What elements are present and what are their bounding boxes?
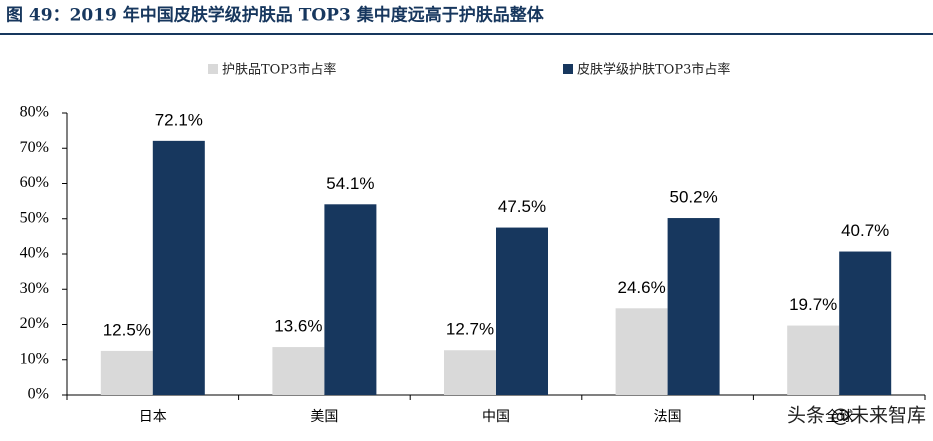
value-label: 40.7% [841,221,889,240]
chart-title: 图 49：2019 年中国皮肤学级护肤品 TOP3 集中度远高于护肤品整体 [6,5,545,26]
value-label: 24.6% [617,278,665,297]
x-tick-label: 全球 [825,408,853,425]
value-label: 72.1% [155,110,203,129]
bar [787,325,840,395]
x-tick-label: 法国 [654,409,682,425]
value-label: 19.7% [789,295,837,314]
bar [444,350,496,395]
legend-label: 护肤品TOP3市占率 [222,62,336,78]
value-label: 13.6% [274,317,322,336]
value-label: 12.7% [446,320,494,339]
legend-swatch [563,64,573,74]
bar [839,251,892,395]
y-tick-label: 60% [20,174,49,191]
legend-swatch [208,64,218,74]
legend-label: 皮肤学级护肤TOP3市占率 [577,62,730,78]
y-tick-label: 70% [20,139,49,156]
bar [272,347,325,395]
y-tick-label: 40% [20,245,49,262]
value-label: 54.1% [326,174,374,193]
bar [152,140,205,395]
y-tick-label: 10% [20,350,49,367]
y-tick-label: 0% [28,386,49,403]
bar [496,227,548,395]
x-tick-label: 中国 [482,409,510,425]
y-tick-label: 50% [20,209,49,226]
bar [667,218,720,395]
y-tick-label: 20% [20,315,49,332]
value-label: 47.5% [498,197,546,216]
y-tick-label: 30% [20,280,49,297]
bar [100,350,153,395]
bar [324,204,377,395]
value-label: 50.2% [669,188,717,207]
bar [615,308,668,395]
x-tick-label: 日本 [139,409,167,425]
value-label: 12.5% [103,320,151,339]
y-tick-label: 80% [20,104,49,121]
x-tick-label: 美国 [310,409,338,425]
watermark: 头条 @未来智库 [787,405,926,427]
